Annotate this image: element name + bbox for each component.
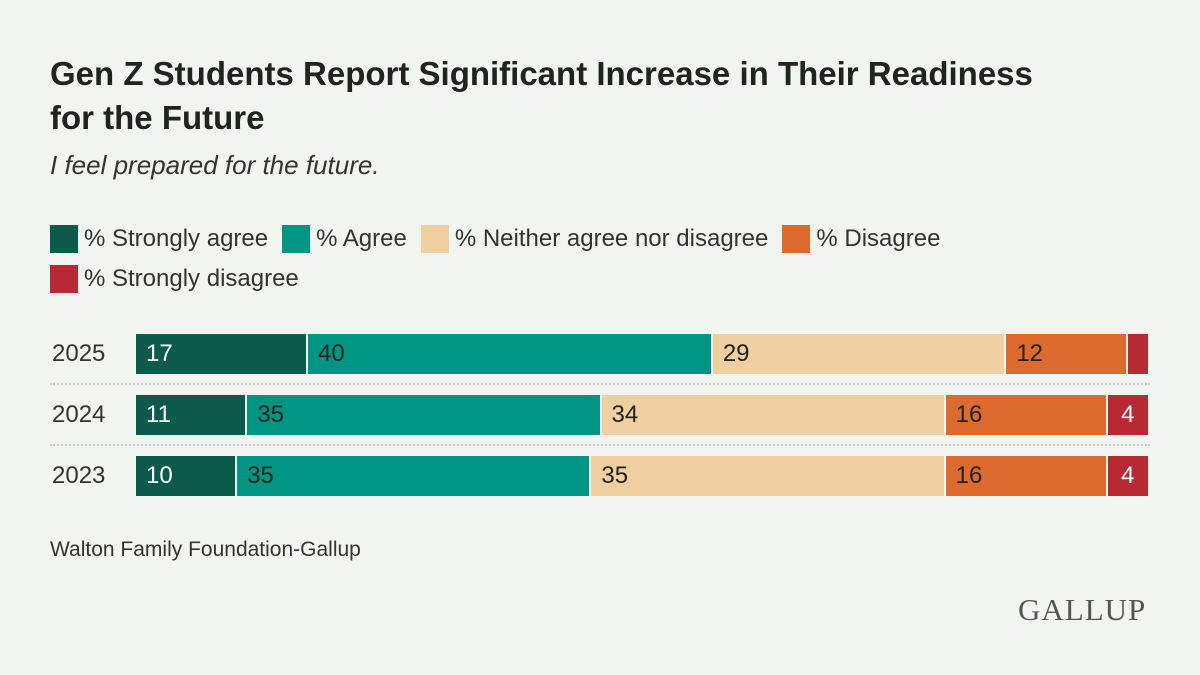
bar-segment: 40 [308,334,713,374]
row-label: 2024 [52,401,106,428]
legend-item: % Neither agree nor disagree [420,220,769,258]
data-label: 34 [611,401,639,428]
legend-item: % Strongly disagree [50,260,299,298]
data-label: 16 [955,462,983,489]
data-label: 35 [247,462,274,489]
legend-label: % Neither agree nor disagree [454,225,769,252]
source-note: Walton Family Foundation-Gallup [50,538,361,561]
legend-label: % Strongly disagree [84,265,299,292]
bar-segment: 35 [247,395,602,435]
bar-segment: 10 [136,456,238,496]
legend-item: % Disagree [782,220,940,258]
chart-subtitle: I feel prepared for the future. [50,150,380,180]
legend-label: % Disagree [816,225,941,252]
bar-segment: 35 [591,456,946,496]
bar-segment [1127,334,1148,374]
legend-swatch [282,225,311,253]
chart-title: Gen Z Students Report Significant Increa… [50,55,1033,136]
bar-segment: 16 [945,395,1108,435]
legend-swatch [782,225,811,253]
bar-segment: 4 [1107,395,1148,435]
legend: % Strongly agree % Agree % Neither agree n… [50,220,1150,300]
bar-segment: 11 [136,395,248,435]
data-label: 17 [146,340,173,367]
data-label: 10 [146,462,173,489]
legend-item: % Agree [282,220,407,258]
row-label: 2023 [52,462,106,489]
bar-segment: 35 [237,456,592,496]
data-label: 35 [601,462,629,489]
data-label: 4 [1121,401,1135,428]
row-separator [50,444,1150,446]
data-label: 29 [722,340,750,367]
legend-label: % Agree [316,225,407,252]
bar-segment: 17 [136,334,309,374]
row-separator [50,383,1150,385]
legend-swatch [420,225,449,253]
row-label: 2025 [52,340,106,367]
bar-segment: 34 [601,395,946,435]
data-label: 16 [955,401,983,428]
data-label: 11 [146,401,171,428]
data-label: 35 [257,401,285,428]
legend-item: % Strongly agree [50,220,268,258]
legend-label: % Strongly agree [84,225,269,252]
gallup-logo: GALLUP [1018,592,1147,627]
bar-segment: 16 [945,456,1108,496]
data-label: 4 [1121,462,1135,489]
legend-swatch [50,265,78,293]
data-label: 40 [318,340,345,367]
bar-segment: 12 [1006,334,1128,374]
data-label: 12 [1016,340,1044,367]
bar-segment: 4 [1107,456,1148,496]
bar-segment: 29 [712,334,1007,374]
legend-swatch [50,225,78,253]
